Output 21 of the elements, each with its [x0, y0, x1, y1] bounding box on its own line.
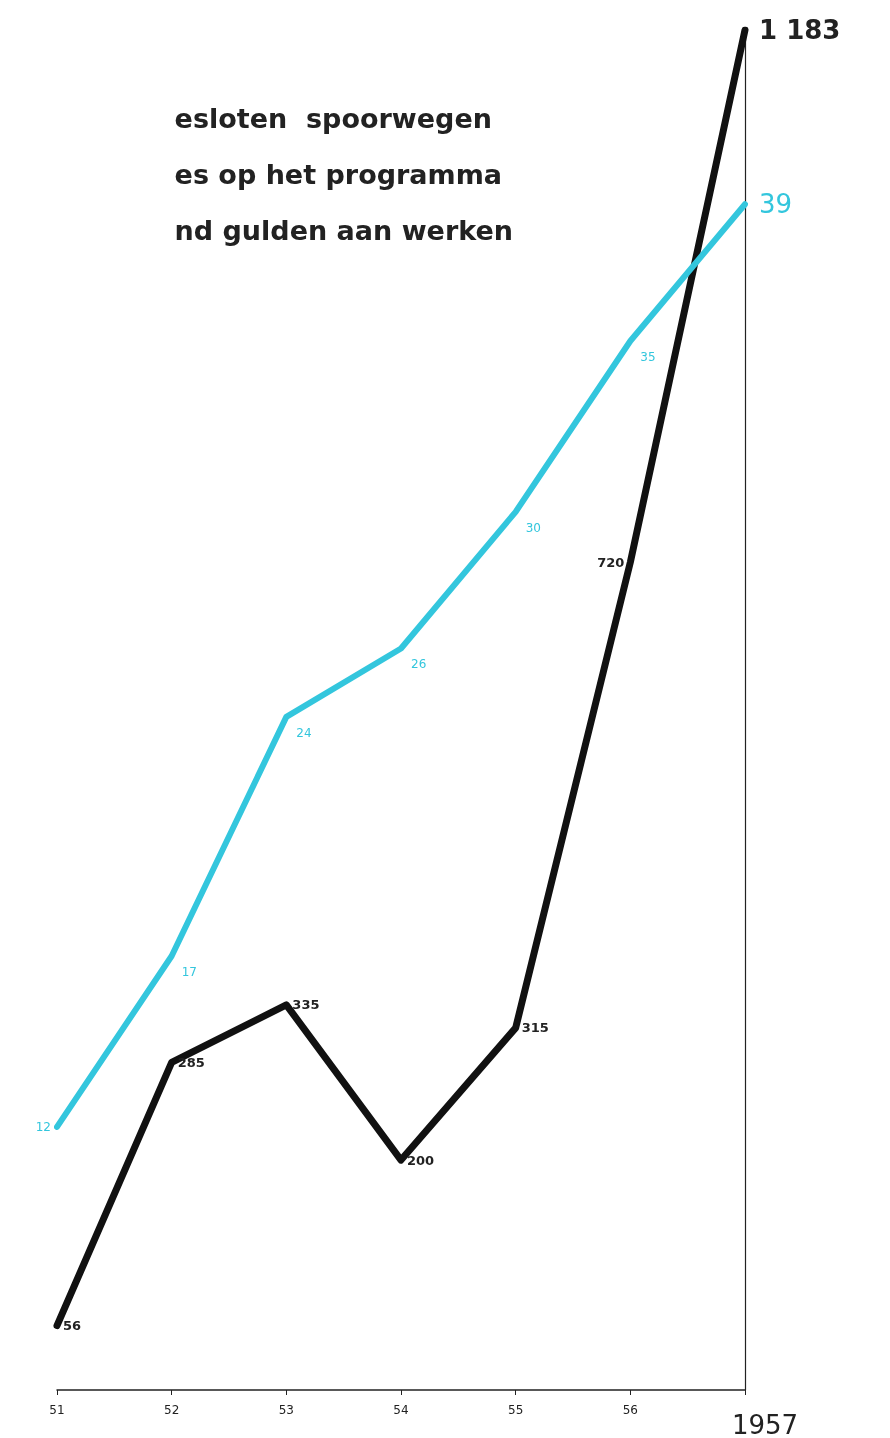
data-label: 30 [525, 520, 541, 535]
data-label: 335 [292, 997, 320, 1013]
data-label: 315 [521, 1020, 549, 1036]
x-tick-label: 51 [49, 1403, 65, 1417]
data-label: 720 [597, 554, 625, 570]
data-label: 26 [411, 657, 427, 672]
data-label: 1 183 [759, 15, 841, 45]
data-label: 39 [759, 189, 793, 220]
x-tick-label: 56 [622, 1403, 638, 1417]
x-tick-label: 53 [278, 1403, 294, 1417]
data-label: 24 [296, 725, 312, 740]
data-label: 12 [35, 1119, 51, 1134]
x-tick-label: 52 [164, 1403, 180, 1417]
data-label: 56 [63, 1318, 82, 1334]
data-label: 17 [181, 965, 197, 980]
data-label: 200 [407, 1152, 435, 1168]
data-label: 35 [640, 349, 656, 364]
x-tick-label: 54 [393, 1403, 409, 1417]
text: esloten spoorwegen es op het programma nd gulden aan werken [174, 102, 514, 246]
x-tick-label: 1957 [731, 1410, 799, 1438]
x-tick-label: 55 [508, 1403, 524, 1417]
